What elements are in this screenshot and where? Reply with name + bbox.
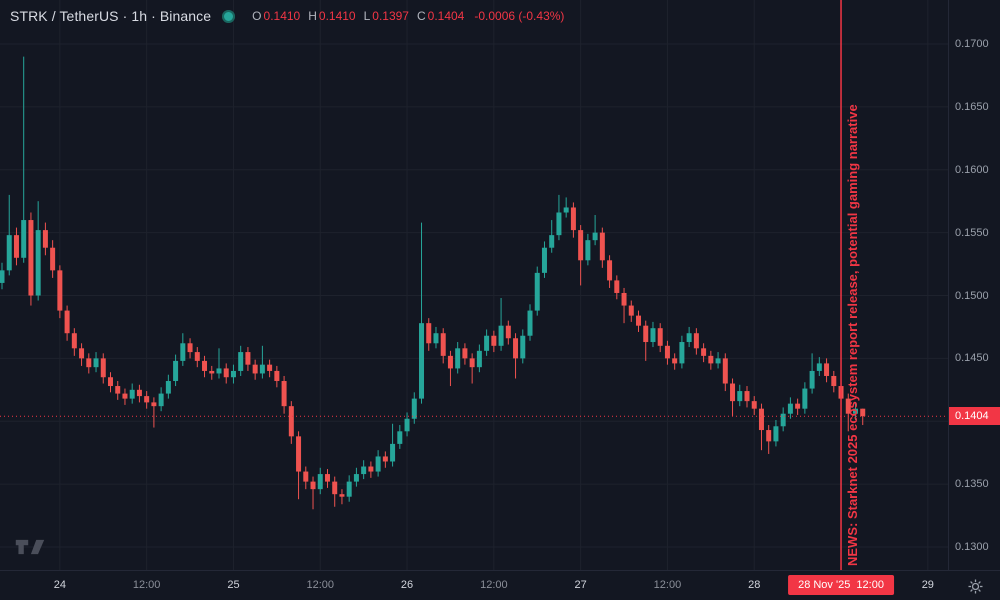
low-label: L — [363, 9, 371, 23]
time-axis-label: 28 — [748, 579, 761, 591]
price-axis-label: 0.1350 — [955, 478, 989, 491]
high-value: 0.1410 — [318, 9, 356, 23]
price-axis-label: 0.1700 — [955, 38, 989, 50]
time-axis-label: 25 — [227, 579, 240, 591]
price-axis-label: 0.1650 — [955, 100, 989, 113]
last-price-badge: 0.1404 — [949, 407, 1000, 426]
time-axis-label: 26 — [400, 579, 414, 591]
price-axis-label: 0.1300 — [955, 541, 989, 553]
price-axis-label: 0.1450 — [955, 352, 989, 365]
tradingview-logo-icon[interactable] — [14, 536, 46, 558]
time-axis-label: 24 — [53, 579, 66, 591]
time-axis-label: 29 — [921, 579, 934, 591]
time-axis-label: 12:00 — [480, 579, 508, 591]
symbol-logo-icon — [222, 9, 236, 23]
chart-pane[interactable] — [0, 0, 948, 570]
price-axis-label: 0.1500 — [955, 289, 989, 302]
high-label: H — [308, 9, 317, 23]
candles-plot[interactable] — [0, 0, 948, 570]
close-label: C — [416, 9, 426, 23]
price-axis[interactable]: 0.1700 0.1650 0.1600 0.1550 0.1500 0.1450 0.14… — [948, 0, 1000, 570]
settings-gear-icon[interactable] — [968, 579, 983, 594]
time-axis-label: 12:00 — [132, 579, 161, 591]
ohlc-values: O 0.1410 H 0.1410 L 0.1397 C 0.1404 -0.0… — [246, 9, 564, 23]
price-axis-label: 0.1600 — [955, 163, 989, 176]
legend: STRK / TetherUS · 1h · Binance O 0.1410 … — [10, 8, 564, 24]
low-value: 0.1397 — [372, 9, 409, 23]
open-value: 0.1410 — [263, 9, 301, 23]
symbol-title[interactable]: STRK / TetherUS · 1h · Binance — [10, 8, 212, 24]
time-axis[interactable]: 24 12:00 25 12:00 26 12:00 27 12:00 28 29 28 Nov … — [0, 570, 1000, 600]
close-value: 0.1404 — [427, 9, 465, 23]
change-value: -0.0006 (-0.43%) — [474, 9, 565, 23]
time-axis-label: 12:00 — [653, 579, 682, 591]
price-axis-label: 0.1550 — [955, 226, 989, 239]
time-axis-label: 12:00 — [306, 579, 335, 591]
news-annotation-text[interactable]: NEWS: Starknet 2025 ecosystem report rel… — [845, 104, 861, 566]
news-time-badge: 28 Nov '25 12:00 — [788, 575, 894, 595]
open-label: O — [252, 9, 262, 23]
time-axis-label: 27 — [574, 579, 587, 591]
